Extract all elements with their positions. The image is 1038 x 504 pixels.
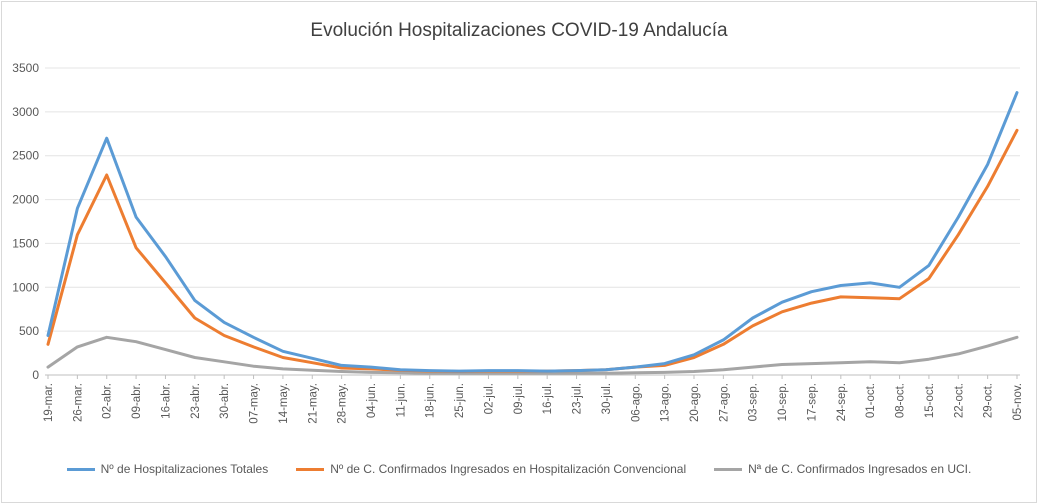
x-tick-label: 16-jul. — [542, 383, 554, 414]
x-tick-label: 11-jun. — [395, 383, 407, 417]
x-tick-label: 10-sep. — [777, 383, 789, 421]
legend-swatch — [66, 467, 95, 471]
x-tick-label: 02-jul. — [483, 383, 495, 414]
legend-item-2: Nº de C. Confirmados Ingresados en Hospi… — [296, 462, 686, 476]
x-tick-label: 23-abr. — [190, 383, 202, 419]
x-tick-label: 04-jun. — [366, 383, 378, 418]
x-tick-label: 07-may. — [249, 383, 261, 424]
legend-swatch — [714, 467, 743, 471]
x-tick-label: 19-mar. — [43, 383, 55, 422]
legend-item-1: Nº de Hospitalizaciones Totales — [66, 462, 269, 476]
x-tick-label: 08-oct. — [895, 383, 907, 418]
x-tick-label: 22-oct. — [953, 383, 965, 418]
legend-label: Nº de C. Confirmados Ingresados en Hospi… — [330, 462, 687, 476]
x-tick-label: 16-abr. — [160, 383, 172, 419]
y-tick-label: 500 — [19, 324, 39, 338]
x-tick-label: 30-abr. — [219, 383, 231, 419]
x-tick-label: 02-abr. — [102, 383, 114, 419]
x-tick-label: 15-oct. — [924, 383, 936, 418]
chart-title: Evolución Hospitalizaciones COVID-19 And… — [310, 20, 728, 41]
series-line-1 — [46, 91, 1019, 373]
y-tick-label: 1500 — [12, 236, 39, 250]
x-tick-label: 24-sep. — [836, 383, 848, 421]
x-tick-label: 29-oct. — [983, 383, 995, 418]
series-line-3 — [46, 335, 1019, 375]
x-tick-label: 26-mar. — [72, 383, 84, 422]
x-tick-label: 01-oct. — [865, 383, 877, 418]
y-tick-label: 3000 — [12, 105, 39, 119]
y-tick-label: 3500 — [12, 61, 39, 75]
x-tick-label: 09-jul. — [513, 383, 525, 414]
x-tick-label: 06-ago. — [630, 383, 642, 422]
x-tick-label: 09-abr. — [131, 383, 143, 419]
legend-swatch — [296, 467, 325, 471]
x-tick-label: 25-jun. — [454, 383, 466, 418]
y-tick-label: 0 — [32, 368, 39, 382]
x-tick-label: 17-sep. — [806, 383, 818, 421]
x-tick-label: 27-ago. — [718, 383, 730, 422]
x-tick-label: 03-sep. — [748, 383, 760, 421]
x-tick-label: 21-may. — [307, 383, 319, 424]
x-tick-label: 05-nov. — [1012, 383, 1024, 421]
x-tick-label: 23-jul. — [572, 383, 584, 414]
y-tick-label: 2500 — [12, 149, 39, 163]
x-tick-label: 18-jun. — [425, 383, 437, 418]
x-tick-label: 28-may. — [337, 383, 349, 424]
chart-legend: Nº de Hospitalizaciones Totales Nº de C. … — [0, 462, 1038, 476]
x-tick-label: 30-jul. — [601, 383, 613, 414]
series-line-2 — [46, 128, 1019, 373]
legend-item-3: Nª de C. Confirmados Ingresados en UCI. — [714, 462, 971, 476]
legend-label: Nº de Hospitalizaciones Totales — [100, 462, 269, 476]
y-tick-label: 1000 — [12, 280, 39, 294]
y-tick-label: 2000 — [12, 193, 39, 207]
x-tick-label: 20-ago. — [689, 383, 701, 422]
x-tick-label: 14-may. — [278, 383, 290, 424]
x-tick-label: 13-ago. — [660, 383, 672, 422]
legend-label: Nª de C. Confirmados Ingresados en UCI. — [748, 462, 972, 476]
